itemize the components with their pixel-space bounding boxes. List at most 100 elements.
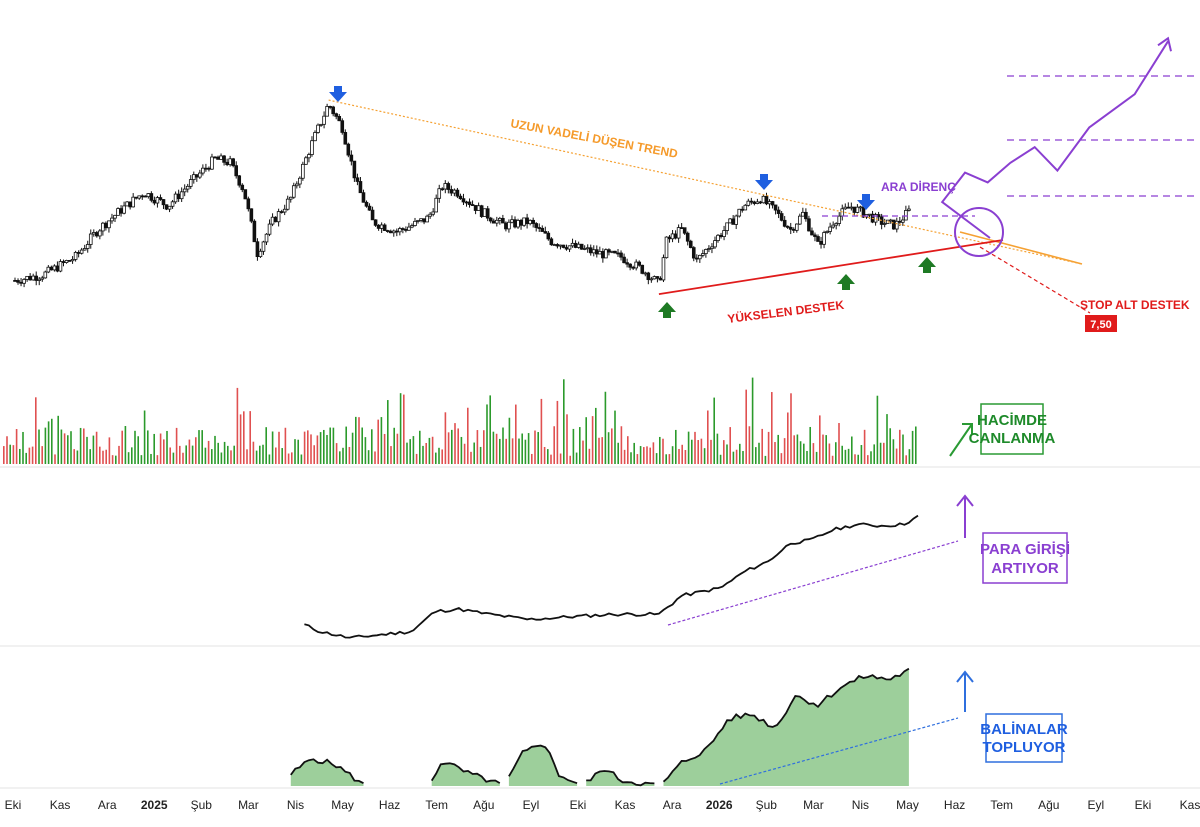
volume-bar (847, 448, 850, 464)
candle-body (907, 208, 911, 211)
volume-bar (665, 454, 667, 464)
candle-body (301, 163, 305, 179)
candle-body (570, 242, 575, 247)
volume-bar (67, 435, 69, 464)
volume-bar (207, 440, 210, 464)
volume-bar (73, 449, 75, 464)
volume-bar (614, 410, 616, 464)
candle-body (798, 215, 802, 225)
candle-body (404, 228, 408, 231)
stop-label-title: STOP ALT DESTEK (1080, 298, 1190, 312)
candle-body (764, 195, 769, 205)
candle-body (476, 205, 481, 211)
candle-body (316, 124, 320, 133)
candle-body (161, 199, 166, 206)
volume-bar (563, 379, 565, 464)
candle-body (785, 225, 790, 228)
candle-body (182, 188, 187, 193)
candle-body (501, 217, 505, 224)
whale-line (662, 667, 910, 783)
volume-bar (393, 427, 395, 464)
volume-bar (790, 393, 792, 464)
candle-body (291, 185, 296, 198)
candle-body (752, 201, 757, 204)
candle-body (261, 241, 266, 252)
volume-bar (374, 451, 376, 464)
candle-body (279, 211, 284, 213)
volume-bar (329, 427, 331, 464)
candle-body (767, 201, 772, 205)
volume-bar (351, 432, 354, 464)
candle-body (588, 247, 593, 254)
candle-body (576, 243, 581, 248)
candle-body (816, 236, 820, 242)
candle-body (825, 231, 829, 233)
volume-bar (383, 433, 386, 464)
candle-body (361, 192, 366, 203)
volume-bar (534, 430, 536, 464)
x-tick-label: Kas (50, 798, 71, 812)
candle-body (888, 219, 893, 222)
volume-bar (646, 446, 648, 464)
candle-body (770, 201, 775, 206)
candle-body (473, 205, 478, 211)
volume-bar (262, 444, 264, 464)
candle-body (531, 219, 535, 224)
candle-body (625, 262, 629, 265)
volume-bar (867, 455, 869, 464)
volume-bar (633, 442, 635, 464)
volume-bar (223, 441, 226, 464)
candle-body (891, 219, 896, 230)
support-up-arrow-1 (658, 302, 676, 318)
candle-body (146, 193, 151, 198)
volume-bar (118, 445, 120, 464)
volume-bar (863, 429, 866, 464)
candle-body (67, 260, 72, 262)
volume-bar (246, 449, 248, 464)
volume-bar (879, 442, 882, 464)
candle-body (549, 238, 554, 246)
candle-body (810, 230, 814, 236)
candle-body (488, 217, 493, 222)
candle-body (519, 220, 523, 226)
volume-bar (547, 449, 549, 464)
candle-body (685, 232, 690, 242)
volume-bar (876, 395, 879, 464)
volume-bar (159, 433, 162, 464)
volume-bar (297, 439, 299, 464)
candle-body (495, 219, 499, 224)
money-flow-line (304, 514, 919, 639)
volume-bar (57, 415, 59, 464)
candle-body (34, 275, 39, 281)
candle-body (601, 251, 605, 259)
candle-body (758, 201, 763, 204)
volume-bar (275, 447, 277, 464)
volume-bar (518, 438, 520, 464)
candle-body (76, 252, 81, 254)
volume-panel (3, 377, 973, 464)
candle-body (449, 189, 454, 194)
candle-body (216, 156, 220, 160)
volume-bar (425, 442, 427, 464)
volume-bar (3, 446, 5, 464)
candle-body (219, 155, 223, 160)
x-tick-label: Eki (5, 798, 22, 812)
x-tick-label: Kas (1180, 798, 1200, 812)
volume-bar (51, 418, 53, 464)
volume-bar (694, 431, 696, 464)
stop-line (979, 246, 1091, 314)
whale-box-line1: BALİNALAR (980, 721, 1068, 738)
volume-bar (211, 449, 213, 464)
volume-bar (406, 442, 408, 464)
volume-bar (556, 400, 559, 464)
volume-bar (323, 429, 325, 464)
candle-body (858, 206, 863, 209)
volume-bar (259, 445, 261, 464)
volume-bar (655, 453, 658, 464)
candle-body (894, 220, 899, 230)
volume-bar (319, 432, 322, 464)
volume-bar (700, 438, 703, 464)
candle-body (537, 227, 542, 229)
candle-body (834, 223, 838, 226)
volume-bar (860, 445, 863, 464)
